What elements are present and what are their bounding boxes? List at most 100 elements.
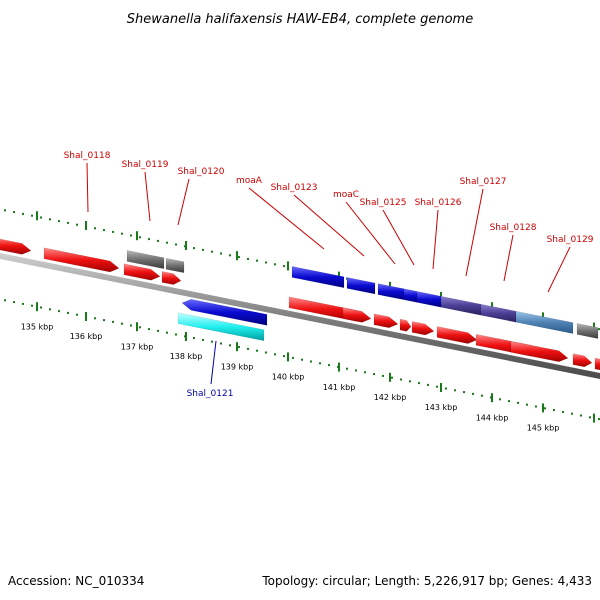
outer-scale-dot — [148, 238, 150, 241]
outer-scale-tick — [185, 241, 187, 250]
leader-line — [144, 171, 151, 222]
reverse-gene-cyan — [177, 312, 265, 342]
reverse-gene-blue — [181, 298, 268, 326]
inner-scale-dot — [562, 410, 564, 413]
outer-scale-dot — [229, 254, 231, 257]
outer-scale-dot — [22, 212, 24, 215]
leader-line-reverse — [210, 340, 217, 385]
inner-scale-dot — [481, 394, 483, 397]
scale-tick-label: 141 kbp — [323, 383, 356, 392]
outer-scale-dot — [31, 214, 33, 217]
inner-scale-dot — [202, 338, 204, 341]
outer-scale-dot — [157, 239, 159, 242]
outer-scale-dot — [67, 221, 69, 224]
gene-box-steel — [515, 310, 574, 334]
outer-scale-dot — [58, 220, 60, 223]
outer-scale-dot — [121, 232, 123, 235]
outer-scale-dot — [112, 230, 114, 233]
forward-gene-4 — [161, 271, 182, 285]
gene-label-forward: Shal_0127 — [460, 177, 507, 187]
inner-scale-dot — [445, 387, 447, 390]
scale-dots-inner — [4, 299, 600, 423]
gene-box-purple-1 — [440, 295, 482, 316]
outer-scale-tick — [85, 221, 87, 230]
inner-scale-dot — [103, 319, 105, 322]
inner-scale-dot — [139, 326, 141, 329]
outer-scale-dot — [193, 247, 195, 250]
inner-scale-dot — [319, 362, 321, 365]
inner-scale-dot — [283, 355, 285, 358]
outer-scale-dot — [130, 234, 132, 237]
inner-scale-dot — [400, 378, 402, 381]
forward-gene-9 — [411, 321, 435, 336]
outer-scale-tick — [36, 211, 38, 221]
inner-scale-dot — [67, 311, 69, 314]
outer-scale-dot — [94, 227, 96, 230]
inner-scale-tick — [542, 403, 544, 413]
inner-scale-dot — [571, 412, 573, 415]
leader-line — [293, 194, 365, 257]
gene-label-forward: Shal_0125 — [360, 198, 407, 208]
inner-scale-dot — [175, 333, 177, 336]
inner-scale-dot — [346, 367, 348, 370]
inner-scale-tick — [491, 393, 493, 403]
inner-scale-dot — [580, 414, 582, 417]
inner-scale-dot — [31, 304, 33, 307]
leader-line — [345, 201, 396, 265]
scale-tick-label: 136 kbp — [70, 332, 103, 341]
scale-tick-label: 144 kbp — [476, 413, 509, 422]
outer-scale-dot — [247, 257, 249, 260]
scale-tick-label: 145 kbp — [527, 424, 560, 433]
forward-gene-1 — [0, 238, 32, 255]
outer-scale-dot — [76, 223, 78, 226]
forward-gene-7 — [373, 313, 399, 329]
forward-gene-10 — [436, 326, 478, 344]
inner-scale-dot — [193, 337, 195, 340]
gene-box-blue-5 — [416, 291, 442, 308]
outer-scale-dot — [202, 248, 204, 251]
inner-scale-tick — [136, 322, 138, 332]
forward-gene-12 — [510, 340, 569, 363]
inner-scale-tick — [593, 413, 595, 423]
gene-box-blue-2 — [346, 277, 376, 295]
inner-scale-dot — [292, 356, 294, 359]
outer-scale-dot — [166, 241, 168, 244]
leader-line — [465, 188, 484, 277]
gene-box-blue-1 — [291, 266, 345, 289]
inner-scale-dot — [40, 306, 42, 309]
gene-label-forward: Shal_0120 — [178, 167, 225, 177]
inner-scale-dot — [535, 405, 537, 408]
scale-tick-label: 139 kbp — [221, 362, 254, 371]
inner-scale-tick — [85, 312, 87, 321]
gene-label-lines — [86, 162, 571, 385]
gene-box-gray-2 — [165, 257, 185, 274]
gene-label-forward: Shal_0123 — [271, 183, 318, 193]
gene-box-purple-2 — [480, 303, 517, 323]
inner-scale-dot — [463, 391, 465, 394]
accession-text: Accession: NC_010334 — [8, 574, 145, 588]
outer-scale-dot — [220, 252, 222, 255]
gene-label-forward: moaC — [333, 190, 359, 200]
scale-tick-label: 138 kbp — [170, 352, 203, 361]
backbone-bar — [0, 253, 600, 379]
inner-scale-dot — [391, 376, 393, 379]
outer-scale-dot — [103, 229, 105, 232]
inner-scale-dot — [238, 346, 240, 349]
forward-gene-14 — [594, 357, 600, 371]
leader-line — [86, 162, 89, 213]
inner-scale-dot — [364, 371, 366, 374]
genome-backbone — [0, 253, 600, 379]
inner-scale-dot — [418, 382, 420, 385]
inner-scale-dot — [355, 369, 357, 372]
inner-scale-dot — [4, 299, 6, 302]
gene-label-forward: Shal_0129 — [547, 235, 594, 245]
gene-label-forward: Shal_0119 — [122, 160, 169, 170]
scale-tick-label: 135 kbp — [21, 322, 54, 331]
gene-box-gray-3 — [576, 323, 599, 339]
inner-scale-dot — [382, 374, 384, 377]
inner-scale-dot — [220, 342, 222, 345]
inner-scale-dot — [121, 322, 123, 325]
gene-label-forward: Shal_0128 — [490, 223, 537, 233]
